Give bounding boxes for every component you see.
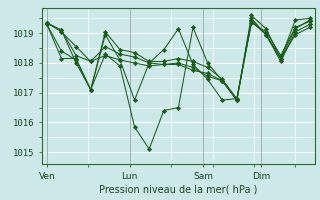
X-axis label: Pression niveau de la mer( hPa ): Pression niveau de la mer( hPa ) (99, 185, 258, 195)
